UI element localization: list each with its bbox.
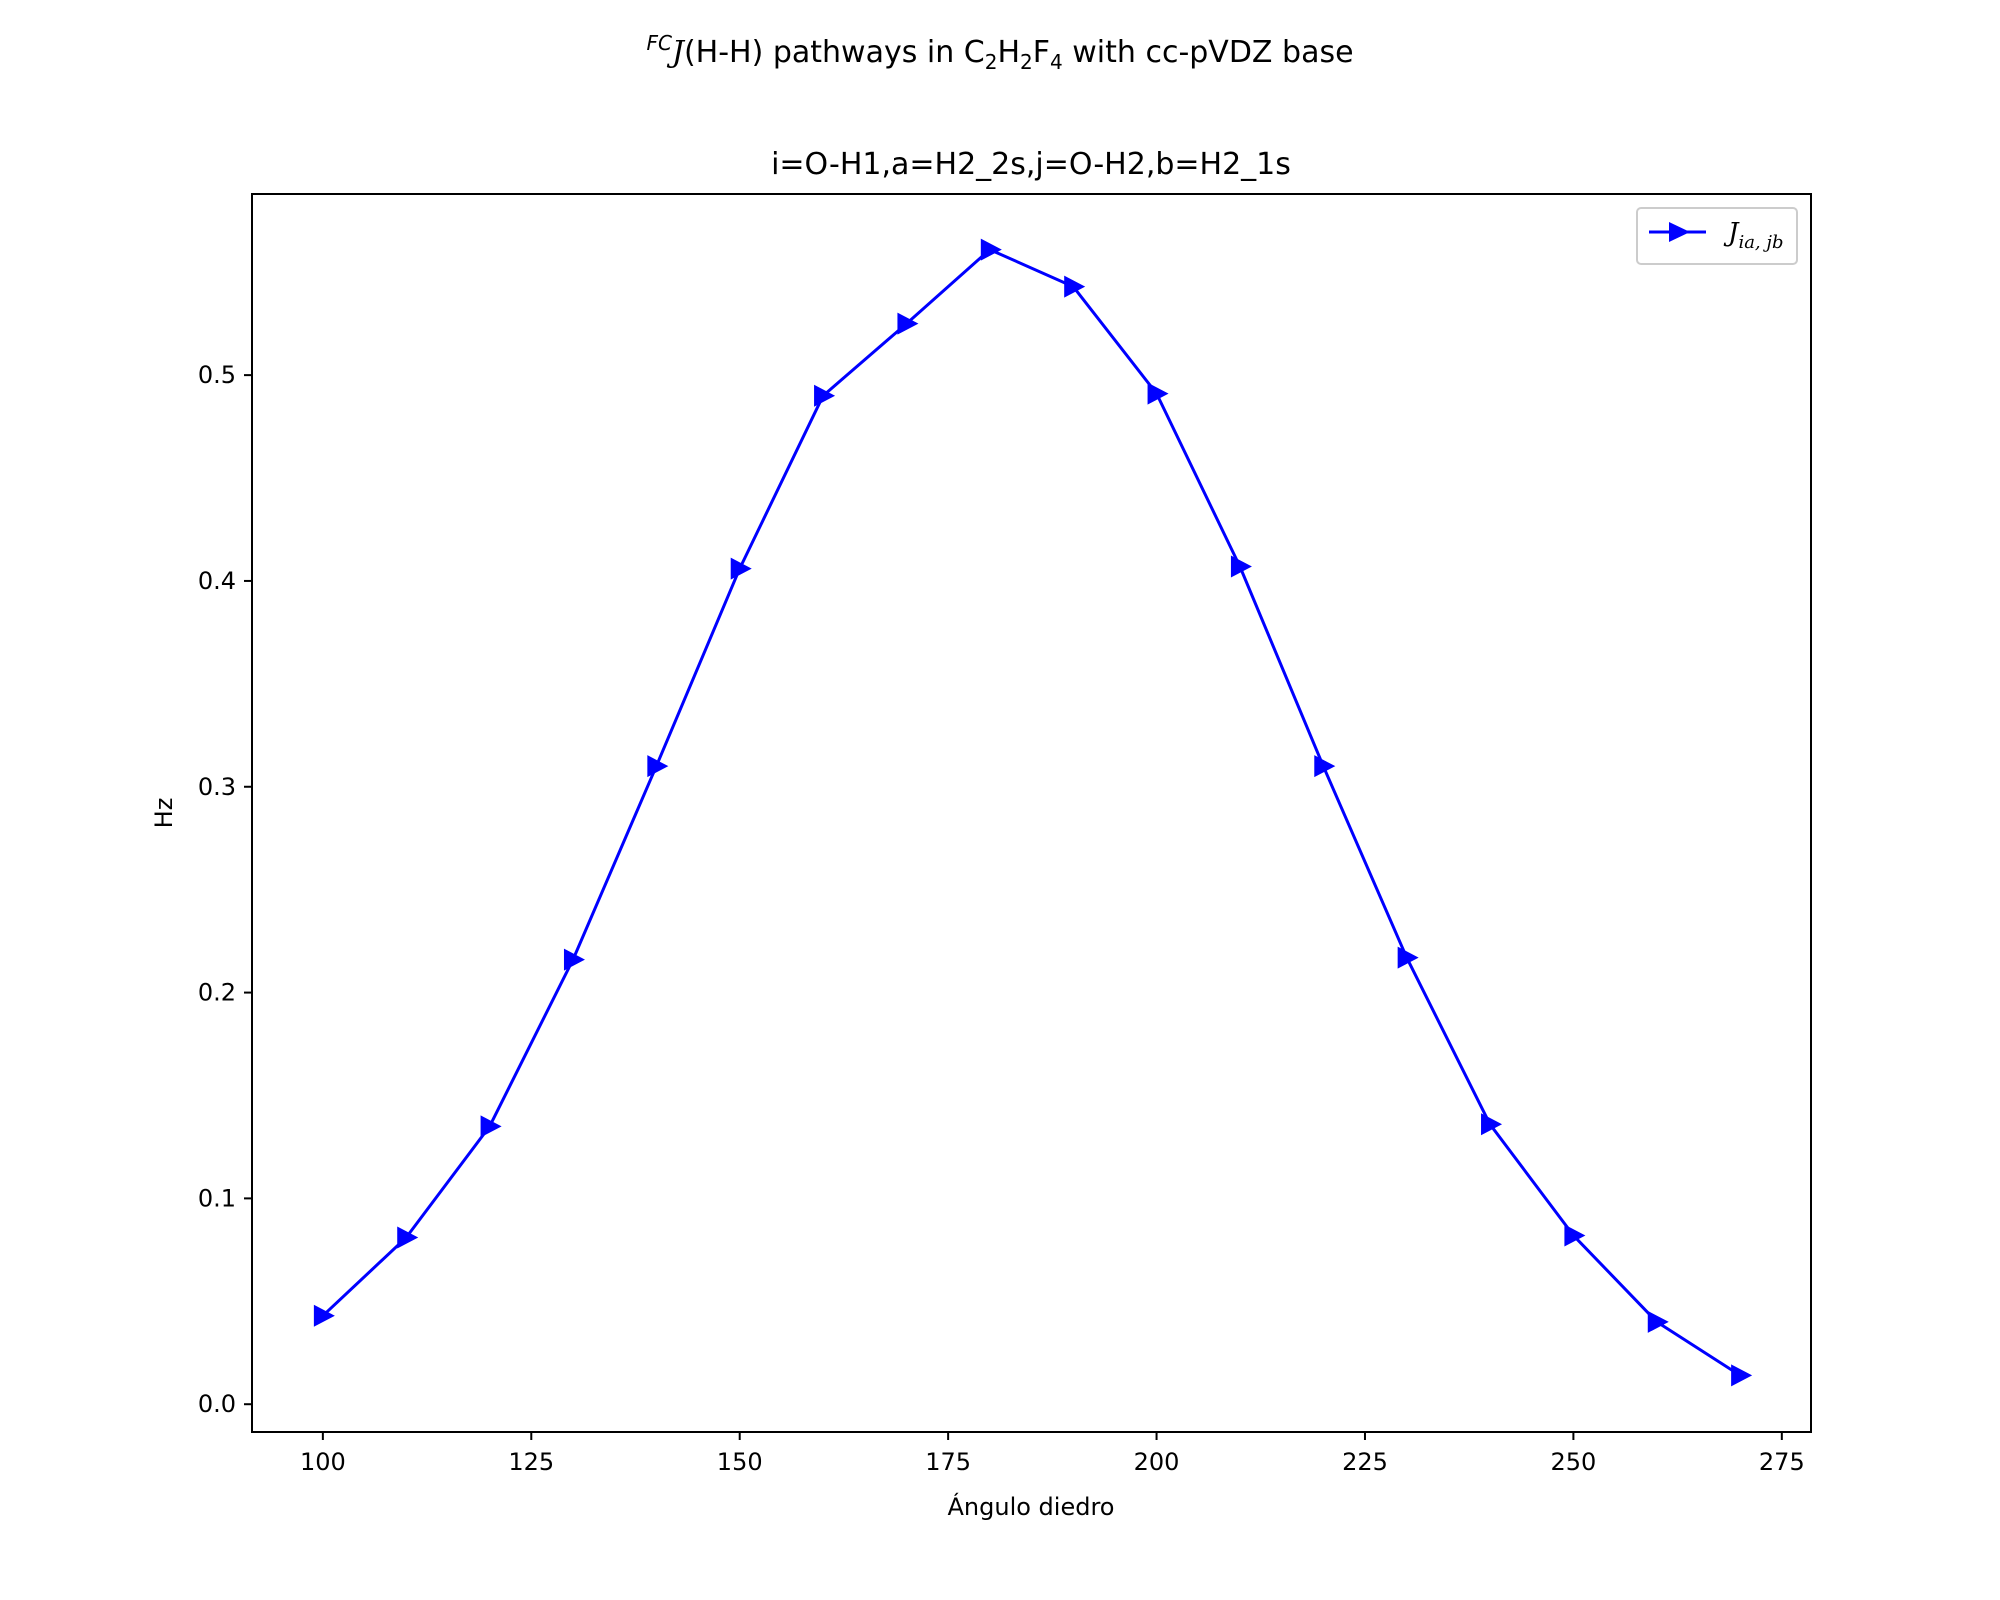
plot-area (252, 194, 1811, 1432)
x-axis-label: Ángulo diedro (948, 1492, 1115, 1521)
x-tick-label: 225 (1342, 1448, 1388, 1476)
chart-title: i=O-H1,a=H2_2s,j=O-H2,b=H2_1s (771, 147, 1291, 182)
data-point-marker (1314, 755, 1336, 778)
suptitle-text-a: (H-H) pathways in C (684, 35, 985, 70)
legend-label: Jia, jb (1723, 218, 1783, 253)
data-point-marker (480, 1115, 502, 1138)
legend-marker-icon (1669, 222, 1690, 242)
data-point-marker (1647, 1310, 1669, 1333)
suptitle-text-b: H (997, 35, 1020, 70)
x-tick-label: 175 (925, 1448, 971, 1476)
series-line (321, 248, 1741, 1377)
suptitle-text-c: F (1033, 35, 1050, 70)
x-tick-label: 275 (1759, 1448, 1805, 1476)
data-point-marker (1731, 1364, 1753, 1387)
data-point-marker (730, 557, 752, 580)
y-tick-label: 0.1 (198, 1184, 236, 1212)
x-tick-label: 150 (717, 1448, 763, 1476)
y-tick-label: 0.5 (198, 361, 236, 389)
x-axis: 100 125 150 175 200 225 250 275 (300, 1432, 1805, 1476)
y-axis-label: Hz (150, 798, 178, 829)
data-point-marker (397, 1226, 419, 1249)
y-axis: 0.0 0.1 0.2 0.3 0.4 0.5 (198, 361, 252, 1418)
y-tick-label: 0.2 (198, 979, 236, 1007)
x-tick-label: 125 (508, 1448, 554, 1476)
suptitle-superscript: FC (646, 31, 672, 55)
data-point-marker (1147, 382, 1169, 405)
data-point-marker (1481, 1113, 1503, 1136)
legend-box (1636, 207, 1798, 265)
data-point-marker (980, 238, 1002, 261)
data-point-marker (814, 384, 836, 407)
suptitle-text-d: with cc-pVDZ base (1063, 35, 1354, 70)
y-tick-label: 0.0 (198, 1390, 236, 1418)
figure-suptitle: FCJ(H-H) pathways in C2H2F4 with cc-pVDZ… (646, 31, 1353, 74)
data-point-marker (1064, 275, 1086, 298)
data-point-marker (1397, 946, 1419, 969)
data-point-marker (1564, 1224, 1586, 1247)
x-tick-label: 200 (1134, 1448, 1180, 1476)
data-point-marker (313, 1304, 335, 1327)
suptitle-sub-1: 2 (985, 50, 998, 74)
data-point-marker (1230, 555, 1252, 578)
y-tick-label: 0.4 (198, 567, 236, 595)
legend-label-base: J (1723, 218, 1740, 248)
x-tick-label: 250 (1550, 1448, 1596, 1476)
y-tick-label: 0.3 (198, 773, 236, 801)
data-point-marker (563, 948, 585, 971)
series-layer (313, 238, 1753, 1387)
suptitle-sub-2: 2 (1020, 50, 1033, 74)
x-tick-label: 100 (300, 1448, 346, 1476)
plot-frame (251, 193, 1812, 1433)
legend: Jia, jb (1636, 207, 1798, 265)
data-point-marker (647, 755, 669, 778)
legend-label-sub: ia, jb (1738, 232, 1783, 253)
data-point-marker (897, 312, 919, 335)
suptitle-sub-3: 4 (1050, 50, 1063, 74)
